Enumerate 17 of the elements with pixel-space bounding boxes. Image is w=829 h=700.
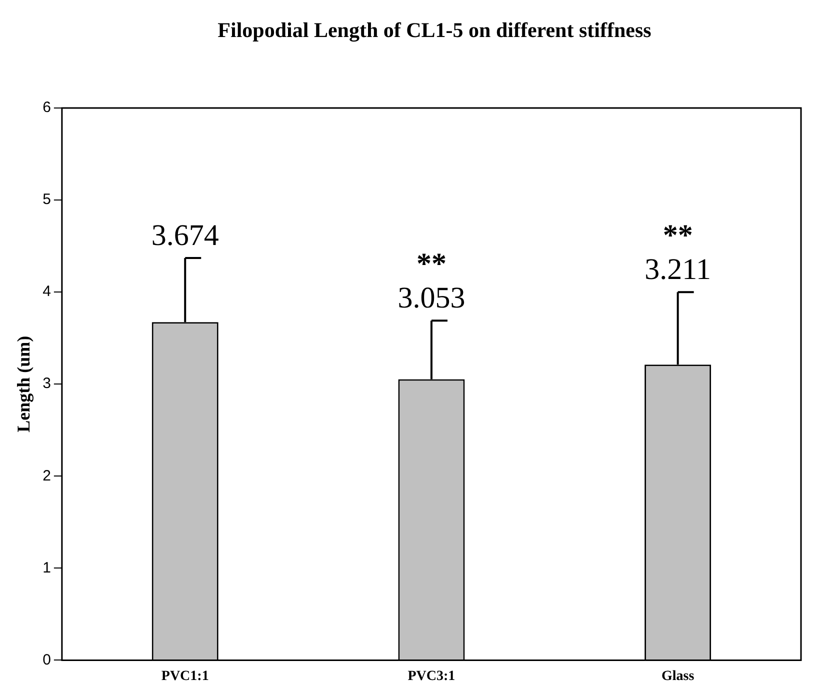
- y-tick-label: 6: [42, 99, 51, 116]
- data-label: 3.053: [398, 281, 466, 314]
- data-label: 3.211: [644, 252, 712, 286]
- y-tick-label: 0: [42, 651, 51, 668]
- y-tick-label: 2: [42, 467, 51, 484]
- x-tick-label: PVC3:1: [408, 669, 456, 684]
- data-label: 3.674: [151, 218, 219, 252]
- x-tick-label: PVC1:1: [161, 669, 209, 684]
- y-tick-label: 3: [42, 375, 51, 392]
- y-axis-title: Length (um): [13, 336, 34, 432]
- chart-title: Filopodial Length of CL1-5 on different stiffness: [216, 18, 652, 44]
- annotation: **: [416, 247, 446, 280]
- y-tick-label: 5: [42, 191, 51, 208]
- y-tick-label: 4: [42, 283, 51, 300]
- annotation: **: [662, 218, 693, 252]
- y-tick-label: 1: [42, 559, 51, 576]
- x-tick-label: Glass: [661, 669, 695, 684]
